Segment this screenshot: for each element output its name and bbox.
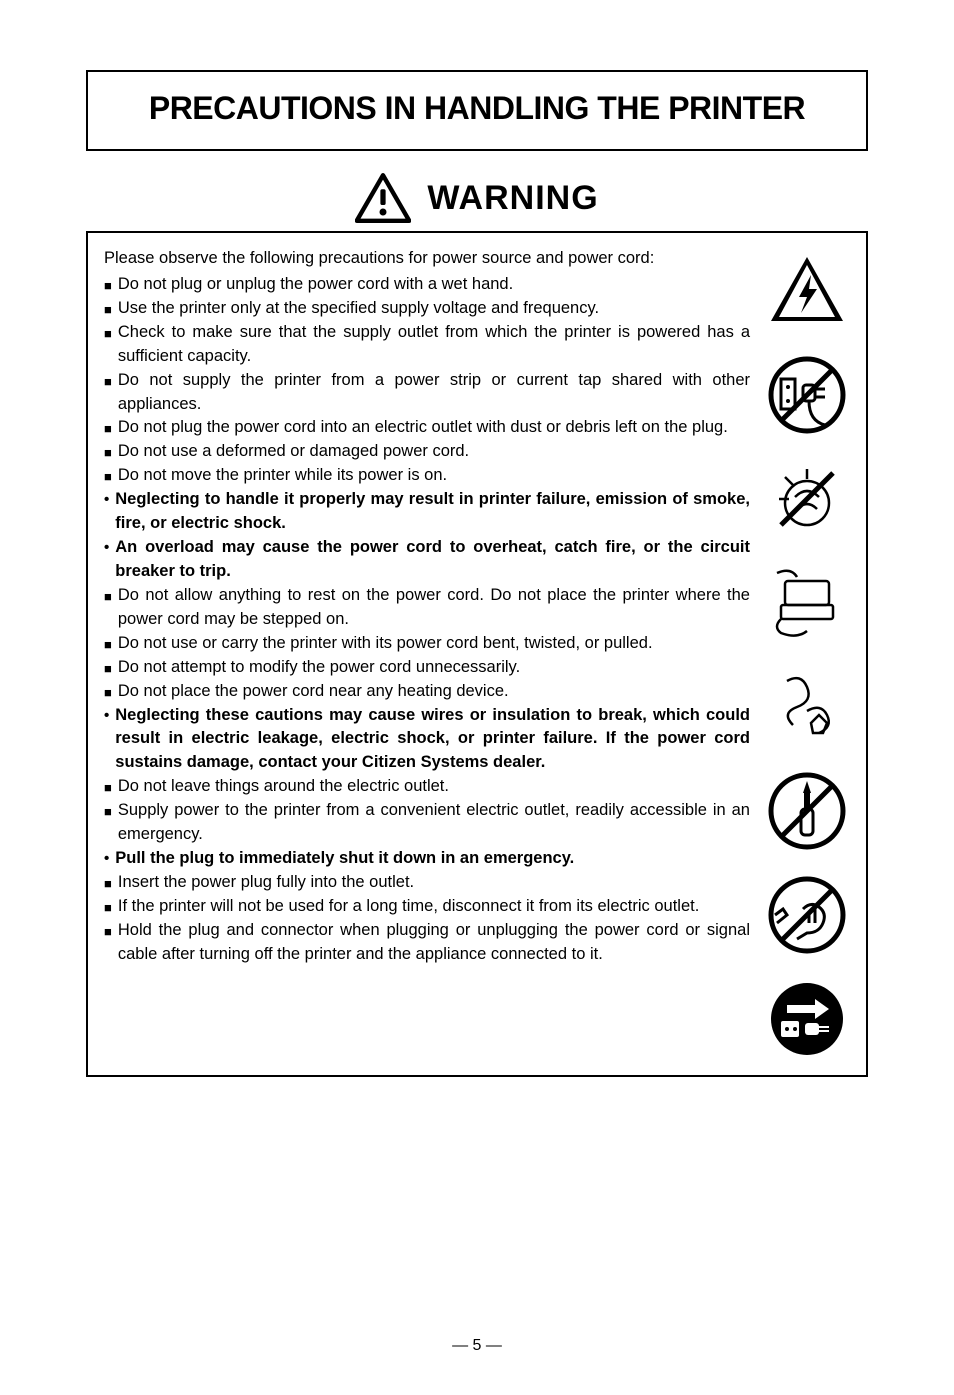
list-item-text: Supply power to the printer from a conve… <box>118 799 750 847</box>
square-marker-icon: ■ <box>104 919 112 967</box>
list-item-text: Check to make sure that the supply outle… <box>118 321 750 369</box>
list-item-text: Do not allow anything to rest on the pow… <box>118 584 750 632</box>
list-item: ■If the printer will not be used for a l… <box>104 895 750 919</box>
list-item-text: Do not use a deformed or damaged power c… <box>118 440 750 464</box>
list-item: ■Do not plug or unplug the power cord wi… <box>104 273 750 297</box>
list-item: ■Check to make sure that the supply outl… <box>104 321 750 369</box>
list-item-text: Neglecting these cautions may cause wire… <box>115 704 750 776</box>
warning-label: WARNING <box>427 179 598 218</box>
list-item: ■Insert the power plug fully into the ou… <box>104 871 750 895</box>
list-item: •Neglecting these cautions may cause wir… <box>104 704 750 776</box>
list-item: ■Do not use or carry the printer with it… <box>104 632 750 656</box>
square-marker-icon: ■ <box>104 440 112 464</box>
icon-column <box>764 247 850 1059</box>
bullet-marker-icon: • <box>104 488 109 536</box>
hazard-bolt-icon <box>767 251 847 331</box>
list-item-text: Do not attempt to modify the power cord … <box>118 656 750 680</box>
page-title: PRECAUTIONS IN HANDLING THE PRINTER <box>110 90 844 127</box>
list-item: ■Do not plug the power cord into an elec… <box>104 416 750 440</box>
list-item: ■Use the printer only at the specified s… <box>104 297 750 321</box>
square-marker-icon: ■ <box>104 369 112 417</box>
list-item-text: Hold the plug and connector when pluggin… <box>118 919 750 967</box>
list-item-text: Pull the plug to immediately shut it dow… <box>115 847 750 871</box>
list-item-text: If the printer will not be used for a lo… <box>118 895 750 919</box>
square-marker-icon: ■ <box>104 895 112 919</box>
list-item-text: Use the printer only at the specified su… <box>118 297 750 321</box>
list-item: ■Do not leave things around the electric… <box>104 775 750 799</box>
square-marker-icon: ■ <box>104 775 112 799</box>
square-marker-icon: ■ <box>104 416 112 440</box>
list-item-text: Do not place the power cord near any hea… <box>118 680 750 704</box>
square-marker-icon: ■ <box>104 464 112 488</box>
bullet-marker-icon: • <box>104 704 109 776</box>
bent-cord-icon <box>767 667 847 747</box>
content-box: Please observe the following precautions… <box>86 231 868 1077</box>
list-item: •An overload may cause the power cord to… <box>104 536 750 584</box>
square-marker-icon: ■ <box>104 632 112 656</box>
square-marker-icon: ■ <box>104 680 112 704</box>
list-item-text: Insert the power plug fully into the out… <box>118 871 750 895</box>
items-list: ■Do not plug or unplug the power cord wi… <box>104 273 750 967</box>
list-item: ■Do not supply the printer from a power … <box>104 369 750 417</box>
square-marker-icon: ■ <box>104 871 112 895</box>
intro-text: Please observe the following precautions… <box>104 247 750 271</box>
square-marker-icon: ■ <box>104 584 112 632</box>
square-marker-icon: ■ <box>104 297 112 321</box>
list-item: •Neglecting to handle it properly may re… <box>104 488 750 536</box>
list-item: ■Supply power to the printer from a conv… <box>104 799 750 847</box>
title-box: PRECAUTIONS IN HANDLING THE PRINTER <box>86 70 868 151</box>
dust-spark-icon <box>767 459 847 539</box>
bullet-marker-icon: • <box>104 847 109 871</box>
list-item-text: Do not plug or unplug the power cord wit… <box>118 273 750 297</box>
list-item-text: Do not leave things around the electric … <box>118 775 750 799</box>
unplug-arrow-icon <box>767 979 847 1059</box>
square-marker-icon: ■ <box>104 799 112 847</box>
warning-triangle-icon <box>355 173 411 223</box>
list-item-text: Do not supply the printer from a power s… <box>118 369 750 417</box>
printer-cord-icon <box>767 563 847 643</box>
list-item-text: Neglecting to handle it properly may res… <box>115 488 750 536</box>
screwdriver-prohibit-icon <box>767 771 847 851</box>
page-number: — 5 — <box>86 1337 868 1355</box>
plug-outlet-prohibit-icon <box>767 355 847 435</box>
list-item: ■Do not allow anything to rest on the po… <box>104 584 750 632</box>
list-item-text: Do not move the printer while its power … <box>118 464 750 488</box>
warning-header: WARNING <box>86 173 868 223</box>
list-item-text: Do not plug the power cord into an elect… <box>118 416 750 440</box>
square-marker-icon: ■ <box>104 656 112 680</box>
list-item-text: An overload may cause the power cord to … <box>115 536 750 584</box>
square-marker-icon: ■ <box>104 273 112 297</box>
list-item: ■Do not move the printer while its power… <box>104 464 750 488</box>
list-item: ■Do not attempt to modify the power cord… <box>104 656 750 680</box>
list-item-text: Do not use or carry the printer with its… <box>118 632 750 656</box>
list-item: ■Do not use a deformed or damaged power … <box>104 440 750 464</box>
list-item: ■Do not place the power cord near any he… <box>104 680 750 704</box>
list-item: ■Hold the plug and connector when pluggi… <box>104 919 750 967</box>
square-marker-icon: ■ <box>104 321 112 369</box>
bullet-marker-icon: • <box>104 536 109 584</box>
text-column: Please observe the following precautions… <box>104 247 750 1059</box>
hand-plug-prohibit-icon <box>767 875 847 955</box>
list-item: •Pull the plug to immediately shut it do… <box>104 847 750 871</box>
